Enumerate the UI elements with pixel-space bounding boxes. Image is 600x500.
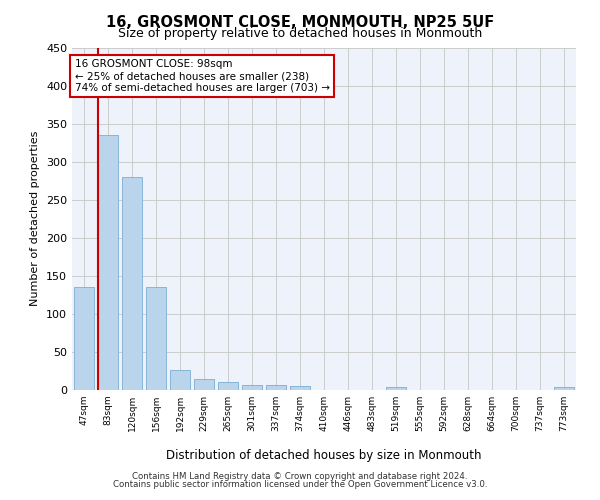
Text: 16 GROSMONT CLOSE: 98sqm
← 25% of detached houses are smaller (238)
74% of semi-: 16 GROSMONT CLOSE: 98sqm ← 25% of detach… <box>74 60 329 92</box>
Bar <box>98 135 118 390</box>
Bar <box>146 287 166 390</box>
Bar <box>266 386 286 390</box>
Bar <box>386 387 406 390</box>
Bar <box>74 287 94 390</box>
Bar <box>170 370 190 390</box>
Text: Distribution of detached houses by size in Monmouth: Distribution of detached houses by size … <box>166 450 482 462</box>
Bar <box>290 386 310 390</box>
Text: Size of property relative to detached houses in Monmouth: Size of property relative to detached ho… <box>118 28 482 40</box>
Bar <box>242 384 262 390</box>
Bar <box>218 382 238 390</box>
Bar <box>554 387 574 390</box>
Bar <box>122 177 142 390</box>
Bar <box>194 378 214 390</box>
Y-axis label: Number of detached properties: Number of detached properties <box>31 131 40 306</box>
Text: 16, GROSMONT CLOSE, MONMOUTH, NP25 5UF: 16, GROSMONT CLOSE, MONMOUTH, NP25 5UF <box>106 15 494 30</box>
Text: Contains public sector information licensed under the Open Government Licence v3: Contains public sector information licen… <box>113 480 487 489</box>
Text: Contains HM Land Registry data © Crown copyright and database right 2024.: Contains HM Land Registry data © Crown c… <box>132 472 468 481</box>
